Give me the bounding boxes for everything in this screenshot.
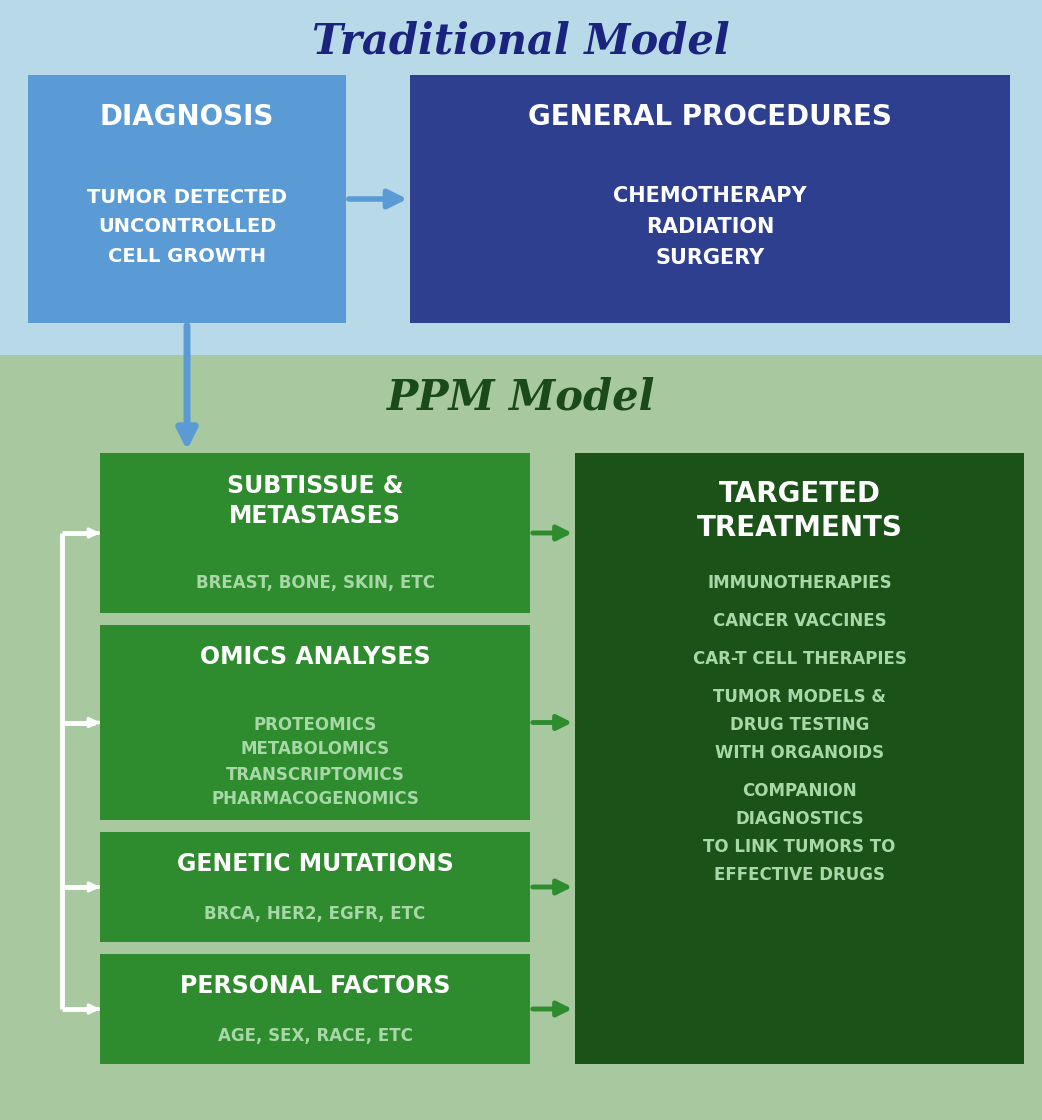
Bar <box>410 75 1010 323</box>
Text: TUMOR MODELS &: TUMOR MODELS & <box>713 688 886 706</box>
Text: PPM Model: PPM Model <box>387 376 655 418</box>
Text: GENETIC MUTATIONS: GENETIC MUTATIONS <box>177 852 453 876</box>
Text: BREAST, BONE, SKIN, ETC: BREAST, BONE, SKIN, ETC <box>196 573 435 592</box>
Text: Traditional Model: Traditional Model <box>313 21 729 63</box>
Text: PROTEOMICS
METABOLOMICS
TRANSCRIPTOMICS
PHARMACOGENOMICS: PROTEOMICS METABOLOMICS TRANSCRIPTOMICS … <box>212 716 419 809</box>
Text: EFFECTIVE DRUGS: EFFECTIVE DRUGS <box>714 866 885 884</box>
Text: CANCER VACCINES: CANCER VACCINES <box>713 612 887 629</box>
Text: CHEMOTHERAPY
RADIATION
SURGERY: CHEMOTHERAPY RADIATION SURGERY <box>613 186 807 268</box>
Text: BRCA, HER2, EGFR, ETC: BRCA, HER2, EGFR, ETC <box>204 905 425 923</box>
Text: DIAGNOSTICS: DIAGNOSTICS <box>736 810 864 828</box>
Bar <box>100 625 530 820</box>
Bar <box>100 954 530 1064</box>
Bar <box>0 355 1042 1120</box>
Text: IMMUNOTHERAPIES: IMMUNOTHERAPIES <box>708 573 892 592</box>
Text: PERSONAL FACTORS: PERSONAL FACTORS <box>180 974 450 998</box>
Text: DIAGNOSIS: DIAGNOSIS <box>100 103 274 131</box>
Bar <box>100 832 530 942</box>
Text: GENERAL PROCEDURES: GENERAL PROCEDURES <box>528 103 892 131</box>
Text: OMICS ANALYSES: OMICS ANALYSES <box>200 645 430 669</box>
Text: AGE, SEX, RACE, ETC: AGE, SEX, RACE, ETC <box>218 1027 413 1045</box>
Text: WITH ORGANOIDS: WITH ORGANOIDS <box>715 744 884 762</box>
Bar <box>0 0 1042 355</box>
Bar <box>575 452 1024 1064</box>
Text: TUMOR DETECTED
UNCONTROLLED
CELL GROWTH: TUMOR DETECTED UNCONTROLLED CELL GROWTH <box>86 188 287 267</box>
Bar <box>100 452 530 613</box>
Text: DRUG TESTING: DRUG TESTING <box>729 716 869 734</box>
Text: TARGETED
TREATMENTS: TARGETED TREATMENTS <box>696 479 902 542</box>
Text: TO LINK TUMORS TO: TO LINK TUMORS TO <box>703 838 896 856</box>
Text: CAR-T CELL THERAPIES: CAR-T CELL THERAPIES <box>693 650 907 668</box>
Bar <box>28 75 346 323</box>
Text: SUBTISSUE &
METASTASES: SUBTISSUE & METASTASES <box>227 474 403 528</box>
Text: COMPANION: COMPANION <box>742 782 857 800</box>
